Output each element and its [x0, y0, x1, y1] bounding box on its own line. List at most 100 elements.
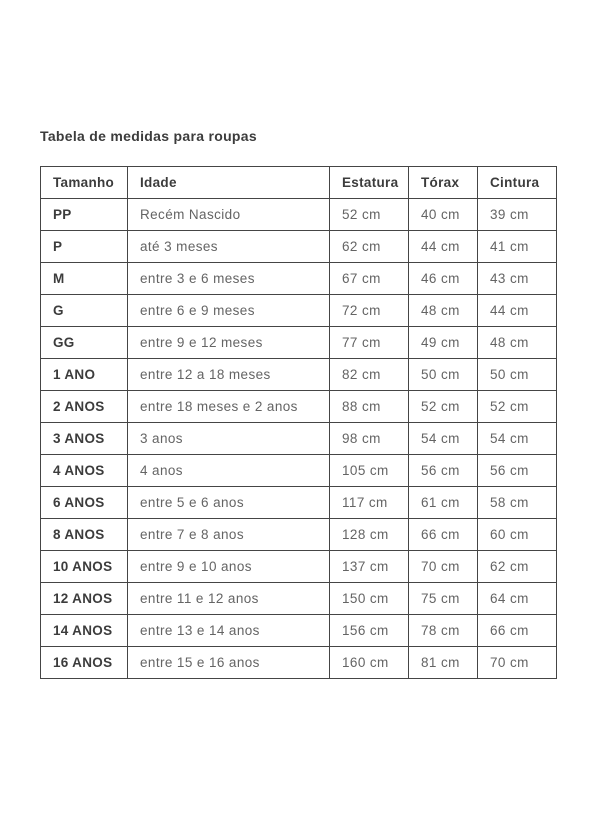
table-cell: entre 7 e 8 anos: [127, 518, 330, 551]
table-cell: 50 cm: [408, 358, 478, 391]
table-cell: 64 cm: [477, 582, 557, 615]
table-cell: 49 cm: [408, 326, 478, 359]
size-chart-table: Tamanho Idade Estatura Tórax Cintura PP R…: [40, 166, 557, 679]
table-cell: entre 3 e 6 meses: [127, 262, 330, 295]
table-cell: entre 13 e 14 anos: [127, 614, 330, 647]
table-cell: 75 cm: [408, 582, 478, 615]
table-cell: 70 cm: [408, 550, 478, 583]
page-title: Tabela de medidas para roupas: [40, 128, 257, 144]
table-cell: entre 18 meses e 2 anos: [127, 390, 330, 423]
table-cell: entre 11 e 12 anos: [127, 582, 330, 615]
table-cell: 46 cm: [408, 262, 478, 295]
size-cell: 14 ANOS: [40, 614, 128, 647]
size-cell: 1 ANO: [40, 358, 128, 391]
table-cell: 62 cm: [477, 550, 557, 583]
table-cell: 40 cm: [408, 198, 478, 231]
size-cell: 2 ANOS: [40, 390, 128, 423]
table-cell: 54 cm: [477, 422, 557, 455]
table-cell: 117 cm: [329, 486, 409, 519]
table-row: 10 ANOS entre 9 e 10 anos 137 cm 70 cm 62 cm: [40, 550, 557, 583]
size-cell: 4 ANOS: [40, 454, 128, 487]
table-row: GG entre 9 e 12 meses 77 cm 49 cm 48 cm: [40, 326, 557, 359]
table-cell: 58 cm: [477, 486, 557, 519]
table-cell: 61 cm: [408, 486, 478, 519]
table-cell: 48 cm: [408, 294, 478, 327]
table-cell: 48 cm: [477, 326, 557, 359]
table-cell: 41 cm: [477, 230, 557, 263]
table-row: 3 ANOS 3 anos 98 cm 54 cm 54 cm: [40, 422, 557, 455]
column-header-torax: Tórax: [408, 166, 478, 199]
table-cell: entre 12 a 18 meses: [127, 358, 330, 391]
table-cell: 44 cm: [477, 294, 557, 327]
size-cell: P: [40, 230, 128, 263]
table-cell: entre 15 e 16 anos: [127, 646, 330, 679]
table-cell: 72 cm: [329, 294, 409, 327]
table-row: 4 ANOS 4 anos 105 cm 56 cm 56 cm: [40, 454, 557, 487]
table-row: 8 ANOS entre 7 e 8 anos 128 cm 66 cm 60 cm: [40, 518, 557, 551]
size-cell: 8 ANOS: [40, 518, 128, 551]
table-cell: 78 cm: [408, 614, 478, 647]
table-cell: 54 cm: [408, 422, 478, 455]
size-cell: 3 ANOS: [40, 422, 128, 455]
table-cell: 128 cm: [329, 518, 409, 551]
table-cell: 44 cm: [408, 230, 478, 263]
size-cell: 6 ANOS: [40, 486, 128, 519]
table-cell: entre 5 e 6 anos: [127, 486, 330, 519]
table-cell: 66 cm: [408, 518, 478, 551]
column-header-cintura: Cintura: [477, 166, 557, 199]
table-cell: 66 cm: [477, 614, 557, 647]
table-cell: 60 cm: [477, 518, 557, 551]
table-cell: 4 anos: [127, 454, 330, 487]
table-cell: 62 cm: [329, 230, 409, 263]
table-cell: 88 cm: [329, 390, 409, 423]
table-cell: 150 cm: [329, 582, 409, 615]
column-header-idade: Idade: [127, 166, 330, 199]
table-row: 12 ANOS entre 11 e 12 anos 150 cm 75 cm 64 c…: [40, 582, 557, 615]
table-row: 2 ANOS entre 18 meses e 2 anos 88 cm 52 cm 5…: [40, 390, 557, 423]
column-header-tamanho: Tamanho: [40, 166, 128, 199]
table-cell: 52 cm: [477, 390, 557, 423]
header-row: Tamanho Idade Estatura Tórax Cintura: [40, 166, 557, 199]
size-cell: GG: [40, 326, 128, 359]
table-cell: 81 cm: [408, 646, 478, 679]
table-cell: 156 cm: [329, 614, 409, 647]
table-cell: 56 cm: [408, 454, 478, 487]
table-row: 6 ANOS entre 5 e 6 anos 117 cm 61 cm 58 cm: [40, 486, 557, 519]
size-cell: PP: [40, 198, 128, 231]
table-cell: 52 cm: [329, 198, 409, 231]
table-cell: Recém Nascido: [127, 198, 330, 231]
table-cell: até 3 meses: [127, 230, 330, 263]
table-cell: 98 cm: [329, 422, 409, 455]
table-cell: 105 cm: [329, 454, 409, 487]
table-cell: 56 cm: [477, 454, 557, 487]
table-cell: 52 cm: [408, 390, 478, 423]
size-cell: 16 ANOS: [40, 646, 128, 679]
table-cell: 3 anos: [127, 422, 330, 455]
table-cell: entre 9 e 12 meses: [127, 326, 330, 359]
table-cell: 137 cm: [329, 550, 409, 583]
table-cell: 39 cm: [477, 198, 557, 231]
table-cell: 70 cm: [477, 646, 557, 679]
size-cell: M: [40, 262, 128, 295]
table-row: 1 ANO entre 12 a 18 meses 82 cm 50 cm 50 cm: [40, 358, 557, 391]
table-cell: 67 cm: [329, 262, 409, 295]
size-cell: G: [40, 294, 128, 327]
table-cell: entre 6 e 9 meses: [127, 294, 330, 327]
table-cell: 82 cm: [329, 358, 409, 391]
table-cell: 50 cm: [477, 358, 557, 391]
table-row: PP Recém Nascido 52 cm 40 cm 39 cm: [40, 198, 557, 231]
table-cell: 77 cm: [329, 326, 409, 359]
table-row: 14 ANOS entre 13 e 14 anos 156 cm 78 cm 66 c…: [40, 614, 557, 647]
column-header-estatura: Estatura: [329, 166, 409, 199]
table-cell: entre 9 e 10 anos: [127, 550, 330, 583]
table-cell: 160 cm: [329, 646, 409, 679]
size-cell: 10 ANOS: [40, 550, 128, 583]
table-cell: 43 cm: [477, 262, 557, 295]
size-cell: 12 ANOS: [40, 582, 128, 615]
table-row: 16 ANOS entre 15 e 16 anos 160 cm 81 cm 70 c…: [40, 646, 557, 679]
